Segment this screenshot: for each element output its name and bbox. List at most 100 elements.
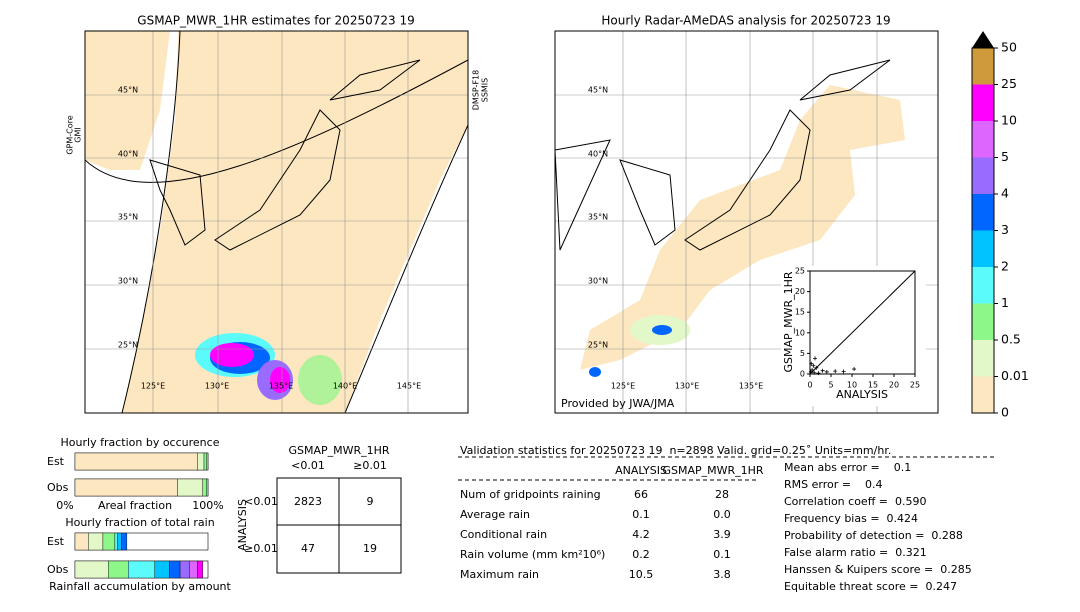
cell: 0.1 <box>713 548 731 561</box>
point <box>813 356 818 361</box>
bar-segment <box>197 452 205 471</box>
cell: 9 <box>367 495 374 508</box>
point <box>820 368 825 373</box>
bar-segment <box>88 532 104 551</box>
bar-segment <box>127 560 155 579</box>
row-header: ≥0.01 <box>244 542 278 555</box>
cell: 47 <box>301 542 315 555</box>
bar-segment <box>74 478 178 497</box>
bar-segment <box>189 560 198 579</box>
cell: 4.2 <box>632 528 650 541</box>
point <box>852 367 857 372</box>
lon-label: 125°E <box>611 382 635 391</box>
bar-segment <box>102 532 116 551</box>
point <box>814 365 819 370</box>
sensor: GMI <box>74 127 83 142</box>
col-header: ANALYSIS <box>615 464 667 477</box>
colorbar-label: 0.5 <box>1001 332 1021 347</box>
lon-label: 135°E <box>269 382 293 391</box>
bar-segment <box>74 560 109 579</box>
colorbar-label: 3 <box>1001 222 1009 237</box>
score: Hanssen & Kuipers score = 0.285 <box>784 563 972 576</box>
bar-segment <box>121 532 128 551</box>
row-label: Est <box>47 535 65 548</box>
left-map-frame <box>84 30 469 414</box>
colorbar-label: 0.01 <box>1001 368 1029 383</box>
row-label: Rain volume (mm km²10⁶) <box>460 548 605 561</box>
colorbar-label: 4 <box>1001 186 1009 201</box>
diagonal <box>809 270 916 375</box>
cell: 3.8 <box>713 568 731 581</box>
sensor: SSMIS <box>481 78 490 103</box>
lat-label: 45°N <box>118 86 138 95</box>
row-label: Obs <box>47 481 69 494</box>
lon-label: 125°E <box>141 382 165 391</box>
colorbar-label: 0 <box>1001 405 1009 420</box>
lat-label: 40°N <box>588 150 608 159</box>
lat-label: 25°N <box>118 341 138 350</box>
point <box>810 367 815 372</box>
y-tick-label: 15 <box>795 308 805 317</box>
bar-segment <box>117 532 122 551</box>
score: Probability of detection = 0.288 <box>784 529 963 542</box>
bar-segment <box>202 478 207 497</box>
bar-segment <box>177 478 203 497</box>
y-tick-label: 25 <box>795 267 805 276</box>
panel-title: Hourly fraction of total rain <box>65 516 214 529</box>
col-header: GSMAP_MWR_1HR <box>662 464 763 477</box>
axis-label: Rainfall accumulation by amount <box>49 580 231 593</box>
sensor: GPM-Core <box>66 115 75 154</box>
cell: 0.1 <box>632 508 650 521</box>
row-header: <0.01 <box>244 495 278 508</box>
colorbar-segment <box>972 48 994 85</box>
row-label: Average rain <box>460 508 530 521</box>
axis-label: 0% <box>56 499 73 512</box>
point <box>808 369 813 374</box>
point <box>833 369 838 374</box>
cell: 28 <box>715 488 729 501</box>
col-header: <0.01 <box>291 459 325 472</box>
lon-label: 140°E <box>333 382 357 391</box>
cell: 10.5 <box>629 568 654 581</box>
row-label: Conditional rain <box>460 528 547 541</box>
left-map <box>85 31 468 413</box>
credit: Provided by JWA/JMA <box>561 397 675 410</box>
lon-label: 130°E <box>205 382 229 391</box>
colorbar-segment <box>972 376 994 413</box>
cell: 0.0 <box>713 508 731 521</box>
colorbar-segment <box>972 303 994 340</box>
axis-label: Areal fraction <box>98 499 172 512</box>
lon-label: 130°E <box>675 382 699 391</box>
colorbar-label: 50 <box>1001 40 1017 55</box>
point <box>841 369 846 374</box>
row-label: Num of gridpoints raining <box>460 488 601 501</box>
row-label: Est <box>47 455 65 468</box>
table-title: GSMAP_MWR_1HR <box>288 444 389 457</box>
x-tick-label: 5 <box>828 381 833 390</box>
bar-segment <box>206 452 209 471</box>
colorbar-segment <box>972 267 994 304</box>
colorbar-segment <box>972 157 994 194</box>
colorbar-segment <box>972 194 994 231</box>
colorbar-extend <box>972 31 994 48</box>
y-tick-label: 0 <box>800 370 805 379</box>
colorbar-label: 2 <box>1001 259 1009 274</box>
x-tick-label: 20 <box>889 381 899 390</box>
y-tick-label: 10 <box>795 328 805 337</box>
row-title: ANALYSIS <box>236 499 249 551</box>
cell: 19 <box>363 542 377 555</box>
point <box>812 370 817 375</box>
colorbar-segment <box>972 121 994 158</box>
lon-label: 145°E <box>397 382 421 391</box>
cell: 66 <box>634 488 648 501</box>
lat-label: 35°N <box>118 213 138 222</box>
cell: 2823 <box>294 495 322 508</box>
y-axis-label: GSMAP_MWR_1HR <box>782 271 795 372</box>
bar-segment <box>197 560 203 579</box>
y-tick-label: 5 <box>800 349 805 358</box>
bar-segment <box>179 560 190 579</box>
score: Frequency bias = 0.424 <box>784 512 918 525</box>
point <box>824 369 829 374</box>
colorbar-label: 10 <box>1001 113 1017 128</box>
